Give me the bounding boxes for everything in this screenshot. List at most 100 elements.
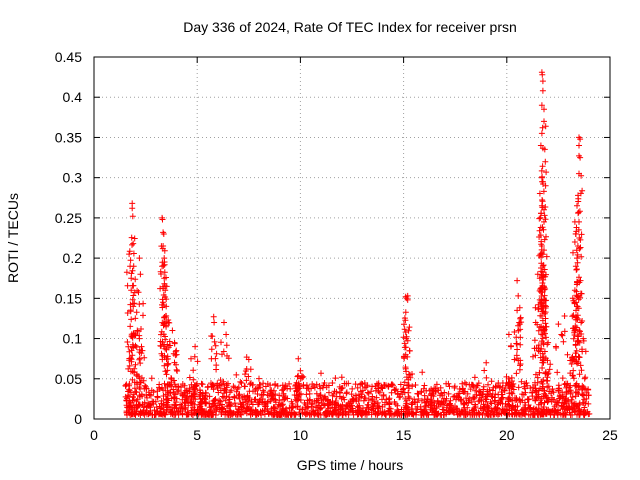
- data-point: [465, 397, 472, 404]
- data-point: [175, 387, 182, 394]
- data-point: [428, 402, 435, 409]
- data-point: [411, 399, 418, 405]
- data-point: [527, 385, 534, 392]
- data-point: [505, 331, 512, 338]
- data-point: [235, 392, 242, 399]
- data-point: [190, 367, 197, 374]
- data-point: [412, 382, 419, 388]
- data-point: [220, 380, 227, 387]
- data-point: [470, 394, 477, 401]
- data-point: [535, 342, 542, 349]
- data-point: [129, 409, 136, 416]
- data-point: [532, 352, 539, 359]
- data-point: [272, 382, 278, 389]
- data-point: [475, 409, 482, 416]
- data-point: [547, 361, 554, 368]
- data-point: [161, 275, 168, 282]
- data-point: [361, 395, 368, 401]
- data-point: [534, 410, 541, 417]
- data-point: [261, 400, 268, 407]
- data-point: [154, 388, 161, 395]
- data-point: [489, 387, 496, 394]
- data-point: [539, 380, 546, 387]
- data-point: [217, 398, 224, 405]
- data-point: [540, 324, 547, 331]
- data-point: [555, 407, 561, 414]
- data-point: [451, 393, 458, 400]
- data-point: [329, 380, 336, 386]
- data-point: [505, 375, 512, 382]
- data-point: [332, 410, 339, 417]
- data-point: [579, 187, 586, 194]
- data-point: [578, 253, 585, 260]
- data-point: [323, 411, 330, 418]
- data-point: [569, 409, 575, 416]
- data-point: [431, 411, 438, 418]
- y-tick-label: 0.15: [55, 290, 82, 306]
- data-point: [296, 383, 303, 390]
- data-point: [576, 208, 583, 215]
- data-point: [156, 384, 162, 391]
- data-point: [249, 382, 256, 388]
- data-point: [566, 384, 573, 391]
- data-point: [557, 394, 564, 401]
- data-point: [553, 401, 560, 408]
- data-point: [581, 396, 588, 403]
- data-point: [128, 287, 135, 294]
- data-point: [303, 391, 310, 398]
- data-point: [181, 399, 188, 406]
- data-point: [582, 348, 589, 355]
- data-point: [186, 386, 193, 393]
- data-point: [160, 393, 167, 399]
- data-point: [133, 372, 140, 379]
- data-point: [570, 249, 576, 256]
- data-point: [127, 323, 134, 330]
- data-point: [138, 326, 144, 332]
- data-point: [521, 404, 528, 411]
- data-point: [349, 405, 356, 412]
- data-point: [163, 396, 169, 403]
- data-point: [331, 388, 338, 395]
- data-point: [254, 409, 261, 415]
- data-point: [536, 215, 543, 222]
- data-point: [129, 267, 136, 274]
- data-point: [525, 411, 532, 418]
- data-point: [576, 327, 583, 334]
- data-point: [162, 287, 169, 294]
- data-point: [179, 392, 186, 399]
- data-point: [219, 401, 225, 408]
- data-point: [539, 178, 546, 185]
- data-point: [576, 142, 582, 149]
- data-point: [510, 402, 516, 409]
- data-point: [198, 398, 205, 405]
- data-point: [374, 380, 380, 387]
- data-point: [388, 389, 395, 396]
- data-point: [563, 404, 570, 411]
- data-point: [282, 382, 289, 389]
- data-point: [406, 385, 412, 392]
- data-point: [160, 322, 167, 329]
- data-point: [382, 399, 388, 406]
- data-point: [161, 280, 168, 287]
- data-point: [131, 235, 138, 242]
- data-point: [158, 397, 165, 404]
- data-point: [247, 366, 254, 373]
- data-point: [539, 124, 546, 131]
- data-point: [538, 210, 545, 217]
- data-point: [318, 397, 325, 404]
- data-point: [402, 402, 409, 409]
- data-point: [358, 393, 365, 400]
- data-point: [574, 255, 580, 262]
- data-point: [134, 287, 141, 294]
- chart-title: Day 336 of 2024, Rate Of TEC Index for r…: [183, 19, 517, 35]
- data-point: [499, 394, 506, 401]
- data-point: [172, 402, 179, 409]
- data-point: [212, 396, 219, 403]
- data-point: [299, 406, 306, 413]
- data-point: [132, 315, 139, 322]
- data-point: [513, 334, 520, 341]
- data-point: [171, 377, 177, 384]
- data-point: [576, 354, 583, 361]
- data-point: [310, 383, 317, 389]
- data-point: [159, 339, 166, 346]
